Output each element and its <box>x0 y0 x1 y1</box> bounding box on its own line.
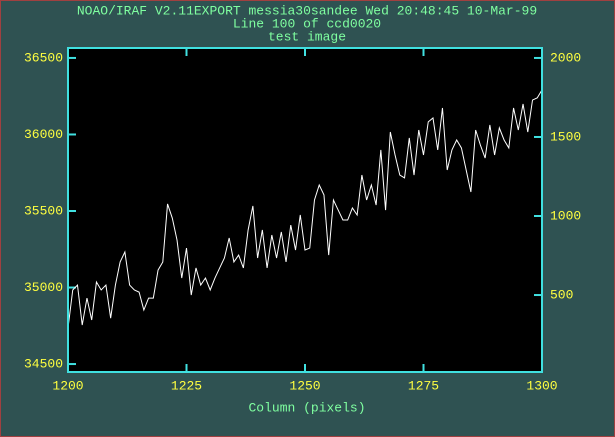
y-tick-label: 36000 <box>24 127 63 142</box>
data-line <box>67 89 543 329</box>
y-tick-label: 36500 <box>24 50 63 65</box>
y-tick-label: 34500 <box>24 356 63 371</box>
y-tick-label: 35500 <box>24 203 63 218</box>
y2-tick-label: 1000 <box>550 208 581 223</box>
x-tick-label: 1275 <box>408 378 439 393</box>
plot-frame <box>67 47 543 373</box>
y-tick-label: 35000 <box>24 280 63 295</box>
chart-subtitle: test image <box>268 29 346 44</box>
plot-area <box>68 48 542 372</box>
chart-subtitle: Line 100 of ccd0020 <box>233 16 381 31</box>
x-tick-label: 1200 <box>52 378 83 393</box>
y2-tick-label: 1500 <box>550 129 581 144</box>
y2-tick-label: 500 <box>550 287 573 302</box>
x-axis-label: Column (pixels) <box>248 400 365 415</box>
x-tick-label: 1250 <box>289 378 320 393</box>
x-tick-label: 1300 <box>526 378 557 393</box>
chart-title: NOAO/IRAF V2.11EXPORT messia30sandee Wed… <box>77 3 537 18</box>
x-tick-label: 1225 <box>171 378 202 393</box>
y2-tick-label: 2000 <box>550 50 581 65</box>
